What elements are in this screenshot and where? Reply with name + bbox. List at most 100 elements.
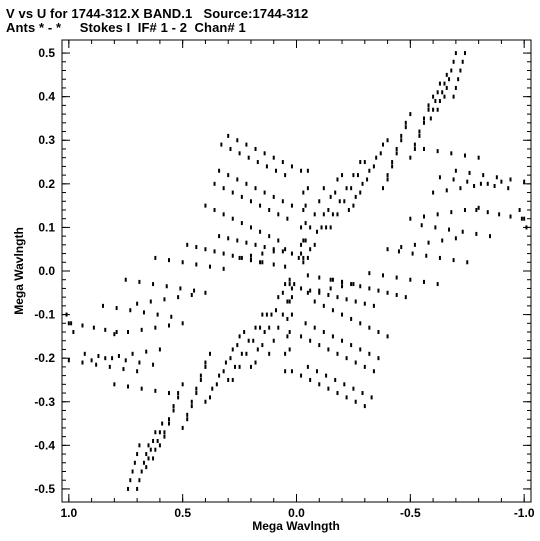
uv-point	[286, 334, 289, 339]
uv-point-conjugate	[331, 212, 334, 217]
uv-point-conjugate	[218, 373, 221, 378]
uv-point	[509, 177, 512, 182]
uv-point-conjugate	[489, 234, 492, 239]
uv-point	[336, 212, 339, 217]
uv-point	[306, 364, 309, 369]
uv-point	[343, 199, 346, 204]
y-tick-label: 0.3	[38, 133, 55, 147]
uv-point-conjugate	[436, 149, 439, 154]
y-tick-label: -0.2	[34, 351, 55, 365]
uv-point	[268, 325, 271, 330]
uv-point	[363, 301, 366, 306]
uv-point-conjugate	[222, 186, 225, 191]
uv-point-conjugate	[452, 258, 455, 263]
uv-point	[341, 173, 344, 178]
uv-point	[231, 253, 234, 258]
uv-point-conjugate	[149, 447, 152, 452]
uv-point-conjugate	[341, 284, 344, 289]
uv-point	[300, 168, 303, 173]
uv-point-conjugate	[452, 177, 455, 182]
chart-subtitle: Ants * - * Stokes I IF# 1 - 2 Chan# 1	[6, 20, 246, 35]
uv-point-conjugate	[309, 247, 312, 252]
uv-point	[359, 190, 362, 195]
uv-point	[259, 229, 262, 234]
uv-point-conjugate	[395, 146, 398, 151]
uv-point	[156, 438, 159, 443]
uv-point	[288, 277, 291, 282]
uv-point	[229, 356, 232, 361]
uv-point	[243, 330, 246, 335]
uv-point	[170, 314, 173, 319]
uv-point	[240, 221, 243, 226]
uv-point-conjugate	[131, 469, 134, 474]
uv-point-conjugate	[409, 277, 412, 282]
uv-point-conjugate	[432, 107, 435, 112]
uv-point-conjugate	[127, 486, 130, 491]
uv-point	[240, 255, 243, 260]
uv-point	[459, 186, 462, 191]
uv-point	[227, 133, 230, 138]
uv-point-conjugate	[309, 338, 312, 343]
uv-point	[286, 316, 289, 321]
uv-point	[366, 177, 369, 182]
y-tick-label: -0.5	[34, 482, 55, 496]
uv-point	[101, 303, 104, 308]
uv-point	[441, 90, 444, 95]
uv-point	[454, 168, 457, 173]
uv-point-conjugate	[277, 325, 280, 330]
uv-point-conjugate	[420, 223, 423, 228]
uv-point-conjugate	[318, 382, 321, 387]
uv-point	[193, 288, 196, 293]
uv-point	[352, 203, 355, 208]
uv-point	[129, 308, 132, 313]
uv-point-conjugate	[133, 460, 136, 465]
uv-point-conjugate	[145, 349, 148, 354]
uv-point	[318, 275, 321, 280]
uv-point	[395, 151, 398, 156]
uv-point	[468, 170, 471, 175]
uv-point-conjugate	[245, 240, 248, 245]
uv-point-conjugate	[382, 273, 385, 278]
uv-point	[288, 299, 291, 304]
uv-point-conjugate	[466, 179, 469, 184]
uv-point	[113, 382, 116, 387]
uv-point-conjugate	[386, 290, 389, 295]
uv-point-conjugate	[361, 181, 364, 186]
uv-point-conjugate	[268, 207, 271, 212]
uv-point-conjugate	[261, 312, 264, 317]
uv-point	[313, 325, 316, 330]
uv-point-conjugate	[181, 321, 184, 326]
uv-point	[352, 386, 355, 391]
uv-point-conjugate	[507, 186, 510, 191]
tick-marks	[62, 40, 531, 502]
uv-point-conjugate	[275, 168, 278, 173]
uv-point-conjugate	[149, 299, 152, 304]
uv-point-conjugate	[409, 155, 412, 160]
uv-point	[275, 308, 278, 313]
uv-point	[115, 330, 118, 335]
y-tick-label: -0.1	[34, 308, 55, 322]
uv-point	[245, 142, 248, 147]
uv-point	[168, 421, 171, 426]
uv-point	[461, 59, 464, 64]
uv-point	[368, 351, 371, 356]
uv-point	[195, 245, 198, 250]
uv-point	[104, 327, 107, 332]
uv-point	[190, 404, 193, 409]
plot-frame	[61, 39, 532, 503]
uv-point	[272, 155, 275, 160]
uv-point	[268, 234, 271, 239]
uv-point-conjugate	[65, 312, 68, 317]
uv-point-conjugate	[463, 153, 466, 158]
uv-point-conjugate	[272, 262, 275, 267]
uv-point	[218, 168, 221, 173]
uv-point	[222, 251, 225, 256]
uv-point	[304, 321, 307, 326]
uv-point	[322, 330, 325, 335]
uv-point	[186, 242, 189, 247]
uv-point-conjugate	[281, 249, 284, 254]
uv-point-conjugate	[249, 199, 252, 204]
uv-point-conjugate	[372, 369, 375, 374]
uv-point-conjugate	[288, 330, 291, 335]
